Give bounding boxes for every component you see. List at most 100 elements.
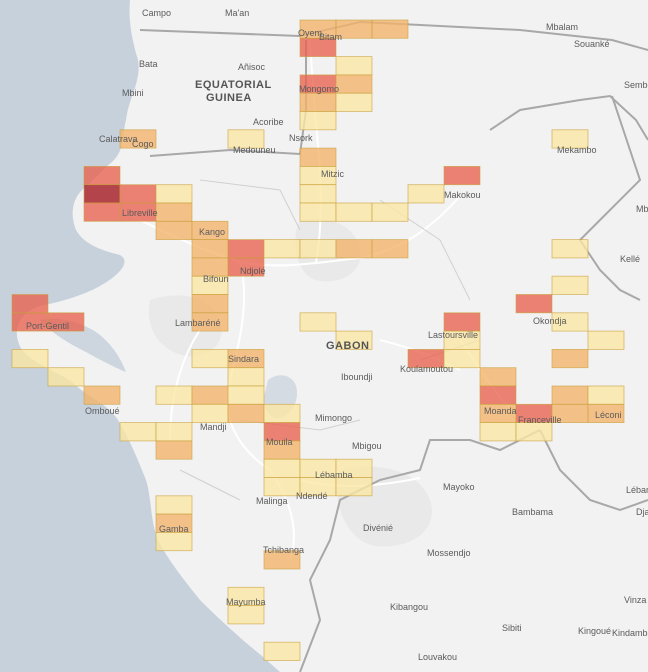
heat-cell[interactable] (155, 440, 193, 460)
place-label: Lastoursville (428, 330, 478, 340)
heat-cell[interactable] (299, 111, 337, 131)
heat-cell[interactable] (335, 202, 373, 222)
heat-cell[interactable] (119, 422, 157, 442)
heat-cell[interactable] (335, 74, 373, 94)
place-label: Cogo (132, 139, 154, 149)
heat-cell[interactable] (335, 239, 373, 259)
heat-cell[interactable] (227, 385, 265, 405)
heat-cell[interactable] (263, 550, 301, 570)
heat-cell[interactable] (335, 330, 373, 350)
place-label: Nsork (289, 133, 313, 143)
heat-cell[interactable] (371, 202, 409, 222)
place-label: Lébamba (315, 470, 353, 480)
heat-cell[interactable] (191, 348, 229, 369)
place-label: Dja (636, 507, 648, 517)
heat-cell[interactable] (227, 367, 265, 387)
heat-cell[interactable] (263, 458, 301, 478)
place-label: Ma'an (225, 8, 249, 18)
heat-cell[interactable] (263, 641, 301, 661)
heat-cell[interactable] (551, 129, 589, 149)
place-label: Léban (626, 485, 648, 495)
heat-cell[interactable] (11, 348, 49, 369)
heat-cell[interactable] (119, 184, 157, 204)
heat-cell[interactable] (515, 294, 553, 314)
heat-cell[interactable] (263, 239, 301, 259)
heat-cell[interactable] (47, 312, 85, 332)
heat-cell[interactable] (551, 239, 589, 259)
place-label: Kibangou (390, 602, 428, 612)
place-label: Mekambo (557, 145, 597, 155)
heat-cell[interactable] (227, 257, 265, 277)
heat-cell[interactable] (335, 92, 373, 112)
place-label: Mbini (122, 88, 144, 98)
heat-cell[interactable] (155, 202, 193, 222)
heat-cell[interactable] (155, 220, 193, 241)
heat-cell[interactable] (299, 184, 337, 204)
heat-cell[interactable] (47, 367, 85, 387)
heat-cell[interactable] (83, 165, 121, 186)
heat-cell[interactable] (83, 385, 121, 405)
heat-cell[interactable] (551, 275, 589, 295)
heat-cell[interactable] (11, 294, 49, 314)
heat-cell[interactable] (479, 422, 517, 442)
heat-cell[interactable] (479, 385, 517, 405)
heat-cell[interactable] (407, 184, 445, 204)
heat-cell[interactable] (299, 92, 337, 112)
heat-cell[interactable] (191, 403, 229, 423)
heat-cell[interactable] (227, 129, 265, 149)
heatmap-grid (11, 19, 625, 661)
heat-cell[interactable] (227, 605, 265, 625)
place-label: Libreville (122, 208, 158, 218)
heat-cell[interactable] (155, 532, 193, 552)
place-label: Vinza (624, 595, 646, 605)
ocean (0, 0, 280, 672)
heat-cell[interactable] (263, 477, 301, 497)
province-borders (179, 179, 481, 501)
place-label: Mouila (266, 437, 293, 447)
heat-cell[interactable] (227, 403, 265, 423)
place-label: Mayoko (443, 482, 475, 492)
map-labels: EQUATORIAL GUINEA GABON Campo Ma'an Mbal… (26, 8, 648, 662)
heat-cell[interactable] (587, 403, 625, 423)
heat-cell[interactable] (443, 165, 481, 186)
heat-cell[interactable] (299, 202, 337, 222)
place-label: Bifoun (203, 274, 229, 284)
heat-cell[interactable] (191, 312, 229, 332)
heat-cell[interactable] (155, 422, 193, 442)
heat-cell[interactable] (155, 385, 193, 405)
place-label: Tchibanga (263, 545, 304, 555)
heat-cell[interactable] (83, 202, 121, 222)
heat-cell[interactable] (479, 367, 517, 387)
place-label: Acoribe (253, 117, 284, 127)
place-label: Mitzic (321, 169, 344, 179)
heat-cell[interactable] (191, 385, 229, 405)
heat-cell[interactable] (515, 422, 553, 442)
heat-cell[interactable] (335, 56, 373, 76)
heat-cell[interactable] (443, 312, 481, 332)
heat-cell[interactable] (299, 312, 337, 332)
place-label: Mossendjo (427, 548, 471, 558)
place-label: Kingoué (578, 626, 611, 636)
heat-cell[interactable] (155, 495, 193, 515)
heat-cell[interactable] (551, 312, 589, 332)
heat-cell[interactable] (191, 294, 229, 314)
heat-cell[interactable] (227, 239, 265, 259)
heat-cell[interactable] (299, 37, 337, 57)
heat-cell[interactable] (443, 348, 481, 369)
heat-cell[interactable] (587, 330, 625, 350)
heat-cell[interactable] (299, 239, 337, 259)
place-label: Divénié (363, 523, 393, 533)
heat-cell[interactable] (551, 385, 589, 405)
heat-cell[interactable] (371, 239, 409, 259)
heat-cell[interactable] (299, 147, 337, 167)
heat-cell[interactable] (191, 239, 229, 259)
heat-cell[interactable] (263, 403, 301, 423)
heat-cell[interactable] (551, 348, 589, 369)
heat-cell[interactable] (587, 385, 625, 405)
heat-cell[interactable] (119, 129, 157, 149)
heat-cell[interactable] (83, 184, 121, 204)
heat-cell[interactable] (335, 477, 373, 497)
heat-cell[interactable] (371, 19, 409, 39)
heat-cell[interactable] (155, 184, 193, 204)
